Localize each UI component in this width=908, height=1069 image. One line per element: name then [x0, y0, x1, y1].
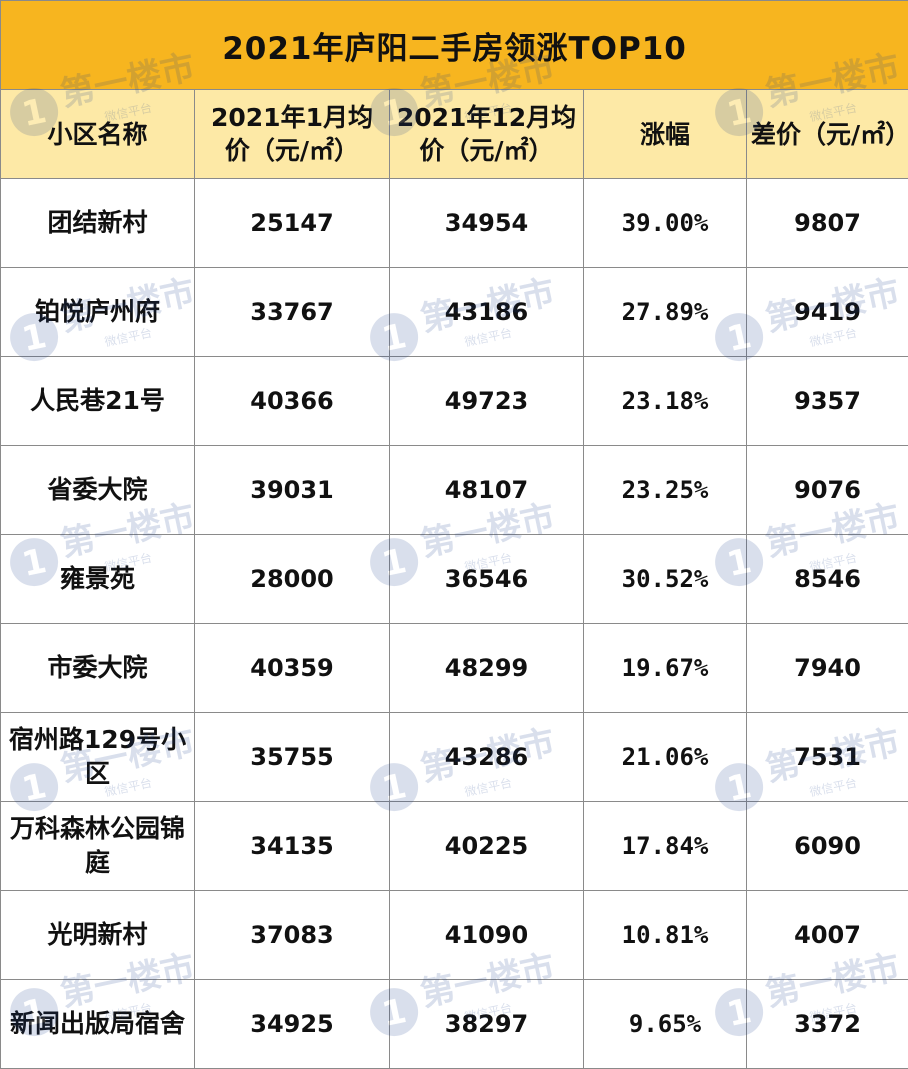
cell-jan-price: 35755 — [194, 712, 390, 802]
header-diff: 差价（元/㎡） — [745, 89, 908, 179]
cell-name: 团结新村 — [0, 178, 195, 268]
table-row: 宿州路129号小区 35755 43286 21.06% 7531 — [0, 712, 908, 802]
header-dec-price: 2021年12月均价（元/㎡） — [389, 89, 584, 179]
cell-jan-price: 34135 — [194, 801, 390, 891]
cell-growth: 9.65% — [583, 979, 747, 1069]
cell-name: 雍景苑 — [0, 534, 195, 624]
cell-diff: 7940 — [745, 623, 908, 713]
cell-name: 万科森林公园锦庭 — [0, 801, 195, 891]
cell-diff: 7531 — [745, 712, 908, 802]
cell-jan-price: 37083 — [194, 890, 390, 980]
cell-diff: 9807 — [745, 178, 908, 268]
table-row: 雍景苑 28000 36546 30.52% 8546 — [0, 534, 908, 624]
cell-name: 人民巷21号 — [0, 356, 195, 446]
cell-diff: 6090 — [745, 801, 908, 891]
table-row: 万科森林公园锦庭 34135 40225 17.84% 6090 — [0, 801, 908, 891]
cell-diff: 9419 — [745, 267, 908, 357]
cell-jan-price: 34925 — [194, 979, 390, 1069]
cell-growth: 39.00% — [583, 178, 747, 268]
table-row: 人民巷21号 40366 49723 23.18% 9357 — [0, 356, 908, 446]
cell-jan-price: 40359 — [194, 623, 390, 713]
cell-growth: 23.25% — [583, 445, 747, 535]
cell-diff: 9076 — [745, 445, 908, 535]
cell-name: 宿州路129号小区 — [0, 712, 195, 802]
table-row: 市委大院 40359 48299 19.67% 7940 — [0, 623, 908, 713]
cell-growth: 10.81% — [583, 890, 747, 980]
header-growth: 涨幅 — [583, 89, 747, 179]
cell-dec-price: 38297 — [389, 979, 584, 1069]
header-jan-price: 2021年1月均价（元/㎡） — [194, 89, 390, 179]
cell-dec-price: 40225 — [389, 801, 584, 891]
table-row: 光明新村 37083 41090 10.81% 4007 — [0, 890, 908, 980]
table-row: 团结新村 25147 34954 39.00% 9807 — [0, 178, 908, 268]
table-title: 2021年庐阳二手房领涨TOP10 — [0, 0, 908, 90]
cell-diff: 8546 — [745, 534, 908, 624]
title-row: 2021年庐阳二手房领涨TOP10 — [0, 0, 908, 90]
table-row: 新闻出版局宿舍 34925 38297 9.65% 3372 — [0, 979, 908, 1069]
cell-growth: 23.18% — [583, 356, 747, 446]
cell-name: 新闻出版局宿舍 — [0, 979, 195, 1069]
cell-dec-price: 36546 — [389, 534, 584, 624]
table-row: 省委大院 39031 48107 23.25% 9076 — [0, 445, 908, 535]
cell-jan-price: 33767 — [194, 267, 390, 357]
table-row: 铂悦庐州府 33767 43186 27.89% 9419 — [0, 267, 908, 357]
cell-diff: 3372 — [745, 979, 908, 1069]
cell-jan-price: 39031 — [194, 445, 390, 535]
cell-growth: 21.06% — [583, 712, 747, 802]
cell-dec-price: 41090 — [389, 890, 584, 980]
cell-name: 市委大院 — [0, 623, 195, 713]
cell-growth: 17.84% — [583, 801, 747, 891]
cell-dec-price: 48107 — [389, 445, 584, 535]
cell-name: 光明新村 — [0, 890, 195, 980]
cell-jan-price: 25147 — [194, 178, 390, 268]
cell-jan-price: 40366 — [194, 356, 390, 446]
cell-diff: 4007 — [745, 890, 908, 980]
cell-dec-price: 43186 — [389, 267, 584, 357]
cell-name: 铂悦庐州府 — [0, 267, 195, 357]
cell-dec-price: 49723 — [389, 356, 584, 446]
cell-dec-price: 43286 — [389, 712, 584, 802]
cell-dec-price: 48299 — [389, 623, 584, 713]
cell-name: 省委大院 — [0, 445, 195, 535]
header-name: 小区名称 — [0, 89, 195, 179]
cell-diff: 9357 — [745, 356, 908, 446]
table-body: 团结新村 25147 34954 39.00% 9807 铂悦庐州府 33767… — [0, 178, 908, 1069]
cell-jan-price: 28000 — [194, 534, 390, 624]
cell-growth: 30.52% — [583, 534, 747, 624]
header-row: 小区名称 2021年1月均价（元/㎡） 2021年12月均价（元/㎡） 涨幅 差… — [0, 89, 908, 179]
cell-growth: 27.89% — [583, 267, 747, 357]
cell-growth: 19.67% — [583, 623, 747, 713]
cell-dec-price: 34954 — [389, 178, 584, 268]
